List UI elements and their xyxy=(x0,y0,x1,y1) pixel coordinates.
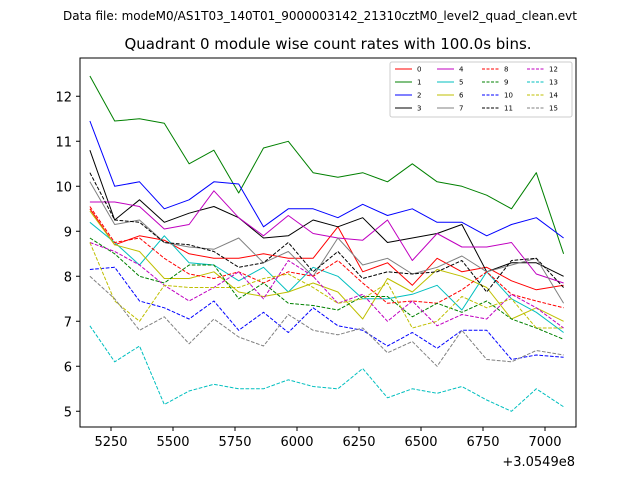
series-line-10 xyxy=(89,266,564,360)
legend-label-2: 2 xyxy=(417,92,421,100)
y-tick-label: 6 xyxy=(64,360,72,375)
legend-label-15: 15 xyxy=(549,105,558,113)
series-line-14 xyxy=(89,242,564,329)
legend-label-10: 10 xyxy=(504,92,513,100)
series-line-5 xyxy=(89,221,564,333)
y-tick-label: 5 xyxy=(64,405,72,420)
series-line-9 xyxy=(89,237,564,340)
x-tick-label: 5750 xyxy=(218,435,251,450)
x-tick-label: 6000 xyxy=(280,435,313,450)
x-offset-label: +3.0549e8 xyxy=(502,455,575,470)
x-tick-label: 6250 xyxy=(342,435,375,450)
legend-label-13: 13 xyxy=(549,79,558,87)
chart-suptitle: Data file: modeM0/AS1T03_140T01_90000031… xyxy=(63,9,577,23)
legend-label-11: 11 xyxy=(504,105,513,113)
series-line-1 xyxy=(89,75,565,254)
series-line-8 xyxy=(89,206,564,309)
series-line-2 xyxy=(89,120,564,239)
series-line-13 xyxy=(89,325,564,412)
legend-label-12: 12 xyxy=(549,66,558,74)
y-tick-label: 11 xyxy=(55,135,72,150)
x-tick-label: 5500 xyxy=(156,435,189,450)
legend-label-0: 0 xyxy=(417,66,421,74)
legend-label-8: 8 xyxy=(504,66,508,74)
series-line-6 xyxy=(89,210,564,322)
x-axis: 5250 5500 5750 6000 6250 6500 6750 7000 xyxy=(94,427,562,450)
legend-label-6: 6 xyxy=(459,92,464,100)
series-line-12 xyxy=(89,242,564,329)
legend-label-4: 4 xyxy=(459,66,464,74)
series-line-11 xyxy=(89,172,564,293)
x-tick-label: 6750 xyxy=(466,435,499,450)
legend-label-9: 9 xyxy=(504,79,508,87)
y-tick-label: 8 xyxy=(64,270,72,285)
y-axis: 5 6 7 8 9 10 11 12 xyxy=(55,90,80,420)
legend-frame xyxy=(389,61,573,118)
series-line-15 xyxy=(89,275,564,367)
legend-label-7: 7 xyxy=(459,105,463,113)
x-tick-label: 5250 xyxy=(94,435,127,450)
y-tick-label: 7 xyxy=(64,315,72,330)
chart-title: Quadrant 0 module wise count rates with … xyxy=(124,35,531,53)
series-line-4 xyxy=(89,190,564,284)
y-tick-label: 10 xyxy=(55,180,72,195)
legend-label-1: 1 xyxy=(417,79,421,87)
x-tick-label: 6500 xyxy=(404,435,437,450)
legend-label-14: 14 xyxy=(549,92,558,100)
series-line-3 xyxy=(89,150,564,277)
series-layer xyxy=(89,75,565,412)
axes-frame xyxy=(79,57,577,428)
x-tick-label: 7000 xyxy=(528,435,561,450)
y-tick-label: 9 xyxy=(64,225,72,240)
legend-label-5: 5 xyxy=(459,79,463,87)
y-tick-label: 12 xyxy=(55,90,72,105)
legend-label-3: 3 xyxy=(417,105,421,113)
